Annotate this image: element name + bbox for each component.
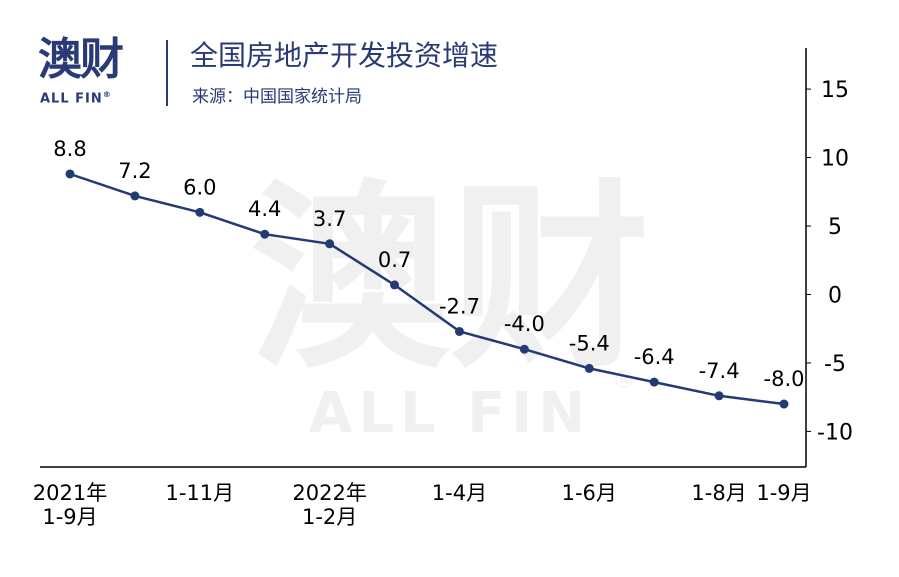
data-point <box>649 377 659 387</box>
x-tick-label: 1-8月 <box>691 481 746 505</box>
data-point <box>130 191 140 201</box>
data-label: 7.2 <box>118 159 151 183</box>
logo-main-text: 澳财 <box>38 34 124 85</box>
y-tick-label: 5 <box>828 215 842 240</box>
data-label: 6.0 <box>183 175 216 199</box>
data-point <box>195 207 205 217</box>
data-label: 8.8 <box>53 137 86 161</box>
logo-sub-text: ALL FIN® <box>40 90 112 106</box>
x-tick-label: 1-11月 <box>165 481 234 505</box>
series-line <box>69 172 785 406</box>
y-tick-label: 15 <box>821 78 849 103</box>
x-tick-label: 1-6月 <box>562 481 617 505</box>
chart-title: 全国房地产开发投资增速 <box>190 39 499 72</box>
y-tick-label: -10 <box>817 420 853 445</box>
data-label: -8.0 <box>764 367 805 391</box>
data-point <box>325 239 335 249</box>
data-label: -2.7 <box>439 294 480 318</box>
y-tick-label: -5 <box>824 352 846 377</box>
x-tick-label: 1-9月 <box>756 481 811 505</box>
data-point <box>65 169 75 179</box>
data-point <box>260 229 270 239</box>
data-point <box>390 280 400 290</box>
data-label: 3.7 <box>313 207 346 231</box>
data-label: 4.4 <box>248 197 281 221</box>
x-tick-label: 2022年 <box>292 481 366 505</box>
data-point <box>454 326 464 336</box>
registered-mark: ® <box>102 90 112 99</box>
data-point <box>779 399 789 409</box>
brand-logo: 澳财 ALL FIN® <box>38 36 156 114</box>
header-divider <box>166 40 168 106</box>
x-tick-label: 1-9月 <box>42 505 97 529</box>
data-label: -6.4 <box>634 345 675 369</box>
data-point <box>584 363 594 373</box>
x-tick-label: 1-2月 <box>302 505 357 529</box>
x-tick-label: 2021年 <box>33 481 107 505</box>
data-label: -7.4 <box>699 359 740 383</box>
x-tick-label: 1-4月 <box>432 481 487 505</box>
data-label: -4.0 <box>504 312 545 336</box>
data-point <box>714 391 724 401</box>
chart-source: 来源：中国国家统计局 <box>192 87 362 107</box>
y-tick-label: 10 <box>821 147 849 172</box>
data-label: -5.4 <box>569 331 610 355</box>
data-label: 0.7 <box>378 248 411 272</box>
data-point <box>519 344 529 354</box>
y-tick-label: 0 <box>828 283 842 308</box>
logo-sub-name: ALL FIN <box>40 91 103 107</box>
